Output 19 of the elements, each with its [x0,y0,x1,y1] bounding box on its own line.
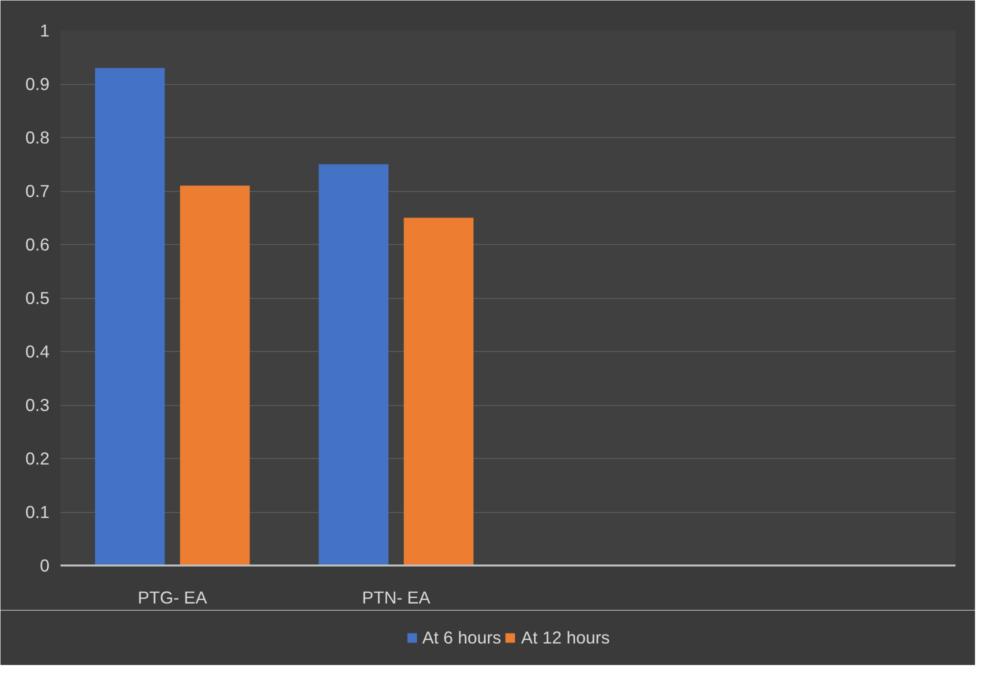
y-tick-label: 0.9 [25,74,50,94]
y-tick-label: 0.7 [25,181,50,201]
bar [180,186,250,566]
y-tick-label: 0.2 [25,448,50,468]
legend-label: At 6 hours [422,627,502,648]
y-tick-label: 0.6 [25,234,50,254]
y-tick-label: 0.4 [25,342,50,362]
y-tick-label: 0 [40,556,50,576]
bar [318,164,388,566]
y-tick-label: 0.3 [25,395,50,415]
x-tick-label: PTG- EA [138,588,208,608]
y-tick-label: 0.1 [25,502,50,522]
x-tick-label: PTN- EA [362,588,431,608]
bar [95,68,165,566]
legend-label: At 12 hours [521,627,610,648]
y-tick-label: 0.5 [25,288,50,308]
bar [404,218,474,566]
y-tick-label: 0.8 [25,128,50,148]
y-tick-label: 1 [40,20,50,40]
